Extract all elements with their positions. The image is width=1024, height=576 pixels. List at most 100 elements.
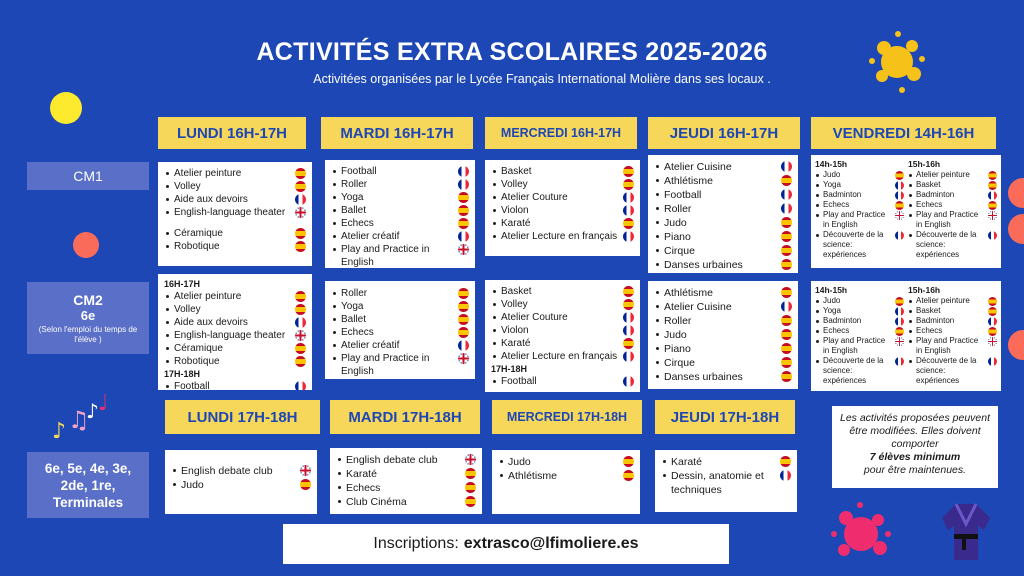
spain-flag-icon [295, 291, 306, 302]
spain-flag-icon [988, 327, 997, 336]
svg-text:♫: ♫ [68, 406, 90, 434]
activity-label: Badminton [908, 316, 984, 326]
france-flag-icon [458, 231, 469, 242]
activity-item: Echecs [815, 200, 904, 210]
activity-item: Yoga [331, 191, 469, 204]
activity-label: Basket [908, 306, 984, 316]
spain-flag-icon [781, 259, 792, 270]
france-flag-icon [781, 203, 792, 214]
activity-list: Basket Volley Atelier Couture Violon Karaté A… [491, 285, 634, 363]
france-flag-icon [623, 312, 634, 323]
activity-item: Danses urbaines [654, 258, 792, 272]
spain-flag-icon [465, 482, 476, 493]
activity-item: Roller [654, 314, 792, 328]
card-cm1-vendredi: 14h-15h Judo Yoga Badminton Echecs Play and … [811, 155, 1001, 268]
activity-label: Echecs [336, 481, 461, 495]
activity-item: Play and Practice in English [815, 210, 904, 230]
activity-item: Athlétisme [498, 469, 634, 483]
activity-label: Atelier Cuisine [654, 300, 777, 314]
day-header-mardi: MARDI 16H-17H [321, 117, 473, 149]
france-flag-icon [458, 340, 469, 351]
france-flag-icon [988, 191, 997, 200]
activity-item: Céramique [164, 342, 306, 355]
activity-item: Athlétisme [654, 174, 792, 188]
spain-flag-icon [295, 356, 306, 367]
activity-list: English debate club Judo [171, 464, 311, 492]
activity-item: Club Cinéma [336, 495, 476, 509]
activity-item: Roller [331, 287, 469, 300]
spain-flag-icon [781, 231, 792, 242]
activity-label: Cirque [654, 356, 777, 370]
activity-item: Atelier Cuisine [654, 300, 792, 314]
activity-label: Play and Practice in English [908, 210, 984, 230]
spain-flag-icon [781, 315, 792, 326]
activity-label: Echecs [908, 326, 984, 336]
activity-item: Atelier Couture [491, 191, 634, 204]
activity-label: English-language theater [164, 329, 291, 342]
inscriptions-email[interactable]: extrasco@lfimoliere.es [463, 535, 639, 552]
activity-label: Roller [331, 178, 454, 191]
activity-item: Violon [491, 204, 634, 217]
activity-item: Céramique [164, 227, 306, 240]
spain-flag-icon [895, 327, 904, 336]
france-flag-icon [781, 161, 792, 172]
activity-label: Cirque [654, 244, 777, 258]
activity-label: Judo [815, 296, 891, 306]
activity-list: Basket Volley Atelier Couture Violon Karaté A… [491, 165, 634, 243]
activity-item: Echecs [331, 217, 469, 230]
activity-label: Echecs [815, 326, 891, 336]
activity-label: Atelier peinture [164, 290, 291, 303]
france-flag-icon [458, 179, 469, 190]
france-flag-icon [623, 192, 634, 203]
spain-flag-icon [895, 201, 904, 210]
activity-item: Ballet [331, 313, 469, 326]
activity-item: Roller [331, 178, 469, 191]
activity-item: Atelier créatif [331, 339, 469, 352]
activity-item: Volley [491, 178, 634, 191]
spain-flag-icon [780, 456, 791, 467]
spain-flag-icon [781, 217, 792, 228]
france-flag-icon [623, 325, 634, 336]
activity-item: Play and Practice in English [908, 336, 997, 356]
activity-item: Volley [164, 180, 306, 193]
activity-label: Yoga [815, 180, 891, 190]
time-subheader: 15h-16h [908, 159, 941, 169]
activity-label: Play and Practice in English [331, 243, 454, 268]
activity-item: Atelier Cuisine [654, 160, 792, 174]
activity-item: Atelier créatif [331, 230, 469, 243]
activity-label: Play and Practice in English [908, 336, 984, 356]
activity-label: Basket [491, 285, 619, 298]
uk-flag-icon [295, 207, 306, 218]
activity-list: Atelier peinture Volley Aide aux devoirs En… [164, 290, 306, 368]
spain-flag-icon [623, 299, 634, 310]
activity-label: English-language theater [164, 206, 291, 219]
spain-flag-icon [295, 304, 306, 315]
activity-item: Atelier peinture [164, 290, 306, 303]
activity-label: Aide aux devoirs [164, 316, 291, 329]
spain-flag-icon [623, 218, 634, 229]
level-label: 6e, 5e, 4e, 3e, 2de, 1re, Terminales [44, 460, 132, 510]
info-note: Les activités proposées peuvent être mod… [832, 406, 998, 488]
activity-item: Atelier Couture [491, 311, 634, 324]
activity-list: Atelier peinture Basket Badminton Echecs Pla… [908, 296, 997, 386]
card-cm1-jeudi: Atelier Cuisine Athlétisme Football Roller J… [648, 155, 798, 273]
activity-label: Atelier Cuisine [654, 160, 777, 174]
activity-label: Yoga [815, 306, 891, 316]
activity-label: Athlétisme [498, 469, 619, 483]
spain-flag-icon [988, 201, 997, 210]
day-header-lundi: LUNDI 16H-17H [158, 117, 306, 149]
activity-label: Découverte de la science: expériences [815, 356, 891, 386]
activity-item: Judo [654, 216, 792, 230]
france-flag-icon [895, 357, 904, 366]
activity-label: Yoga [331, 191, 454, 204]
level-cm2-6e: CM2 6e (Selon l'emploi du temps de l'élè… [27, 282, 149, 354]
spain-flag-icon [295, 228, 306, 239]
activity-list: Judo Yoga Badminton Echecs Play and Practice… [815, 296, 904, 386]
activity-label: Atelier Couture [491, 311, 619, 324]
activity-label: Atelier Lecture en français [491, 350, 619, 363]
activity-list: English debate club Karaté Echecs Club Ciné… [336, 453, 476, 509]
activity-label: Echecs [331, 326, 454, 339]
activity-item: Karaté [491, 337, 634, 350]
activity-item: Yoga [815, 180, 904, 190]
uk-flag-icon [988, 211, 997, 220]
